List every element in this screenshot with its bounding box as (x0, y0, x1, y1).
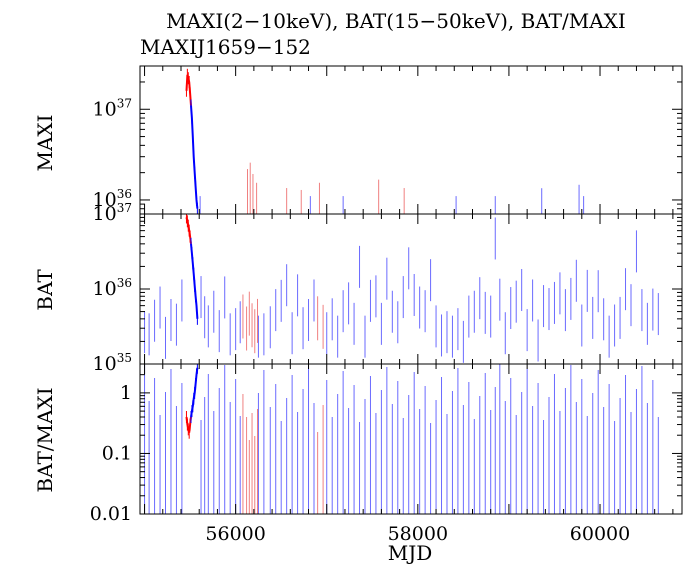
tick-base: 10 (93, 98, 117, 120)
tick-base: 10 (93, 278, 117, 300)
y-tick-label-ratio: 1 (120, 382, 132, 404)
tick-base: 10 (93, 203, 117, 225)
y-axis-label-bat: BAT (33, 269, 57, 311)
y-axis-label-maxi: MAXI (33, 114, 57, 171)
chart-subtitle: MAXIJ1659−152 (140, 35, 311, 59)
tick-exponent: 35 (117, 351, 132, 365)
tick-base: 10 (93, 189, 117, 211)
y-tick-label-ratio: 0.01 (90, 503, 132, 525)
y-tick-label-ratio: 0.1 (102, 442, 132, 464)
chart-title: MAXI(2−10keV), BAT(15−50keV), BAT/MAXI (166, 9, 626, 33)
x-tick-label: 58000 (388, 523, 448, 545)
y-tick-label-bat: 1037 (93, 201, 132, 225)
x-axis-label: MJD (388, 541, 433, 565)
panel-frame-maxi (139, 65, 683, 215)
tick-exponent: 36 (117, 276, 132, 290)
panel-frame-ratio (139, 363, 683, 515)
x-tick-label: 60000 (570, 523, 630, 545)
panel-frame-bat (139, 213, 683, 365)
y-tick-label-maxi: 1036 (93, 187, 132, 211)
tick-exponent: 37 (117, 96, 132, 110)
y-tick-label-bat: 1035 (93, 351, 132, 375)
tick-base: 10 (93, 353, 117, 375)
y-axis-label-ratio: BAT/MAXI (33, 387, 57, 492)
tick-exponent: 36 (117, 187, 132, 201)
tick-exponent: 37 (117, 201, 132, 215)
x-tick-label: 56000 (205, 523, 265, 545)
y-tick-label-maxi: 1037 (93, 96, 132, 120)
y-tick-label-bat: 1036 (93, 276, 132, 300)
